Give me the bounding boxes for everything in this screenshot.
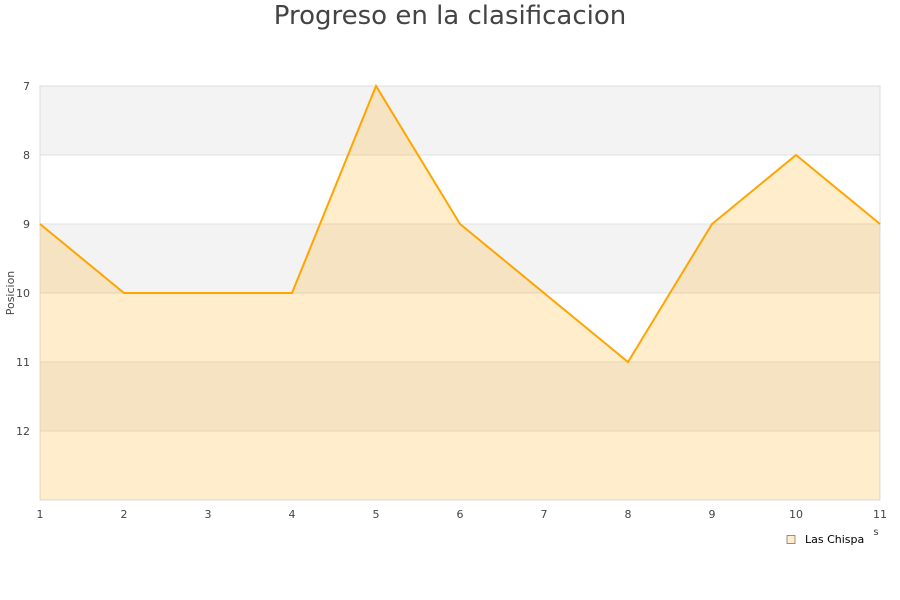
grid-band [40, 224, 880, 293]
legend-label: Las Chispa [805, 533, 864, 546]
chart-title: Progreso en la clasificacion [273, 1, 627, 31]
data-point [291, 292, 293, 294]
data-point [711, 223, 713, 225]
data-point [375, 85, 377, 87]
y-tick-label: 7 [23, 80, 30, 93]
y-tick-label: 11 [16, 356, 30, 369]
data-point [39, 223, 41, 225]
data-point [207, 292, 209, 294]
x-axis-label: s [873, 527, 878, 538]
data-point [123, 292, 125, 294]
x-tick-label: 9 [709, 508, 716, 521]
x-tick-label: 2 [121, 508, 128, 521]
x-tick-label: 4 [289, 508, 296, 521]
x-tick-label: 7 [541, 508, 548, 521]
y-tick-label: 10 [16, 287, 30, 300]
data-point [879, 223, 881, 225]
grid-band [40, 86, 880, 155]
x-tick-label: 11 [873, 508, 887, 521]
data-point [459, 223, 461, 225]
grid-band [40, 362, 880, 431]
y-tick-label: 8 [23, 149, 30, 162]
y-tick-label: 9 [23, 218, 30, 231]
data-point [795, 154, 797, 156]
legend-swatch [786, 535, 796, 544]
x-tick-label: 8 [625, 508, 632, 521]
y-axis-label: Posicion [4, 271, 17, 316]
plot-border [39, 85, 881, 501]
y-tick-label: 12 [16, 425, 30, 438]
x-tick-label: 10 [789, 508, 803, 521]
series-area [40, 86, 880, 500]
data-point [543, 292, 545, 294]
data-point [627, 361, 629, 363]
x-tick-label: 3 [205, 508, 212, 521]
x-tick-label: 5 [373, 508, 380, 521]
x-tick-label: 6 [457, 508, 464, 521]
x-tick-label: 1 [37, 508, 44, 521]
